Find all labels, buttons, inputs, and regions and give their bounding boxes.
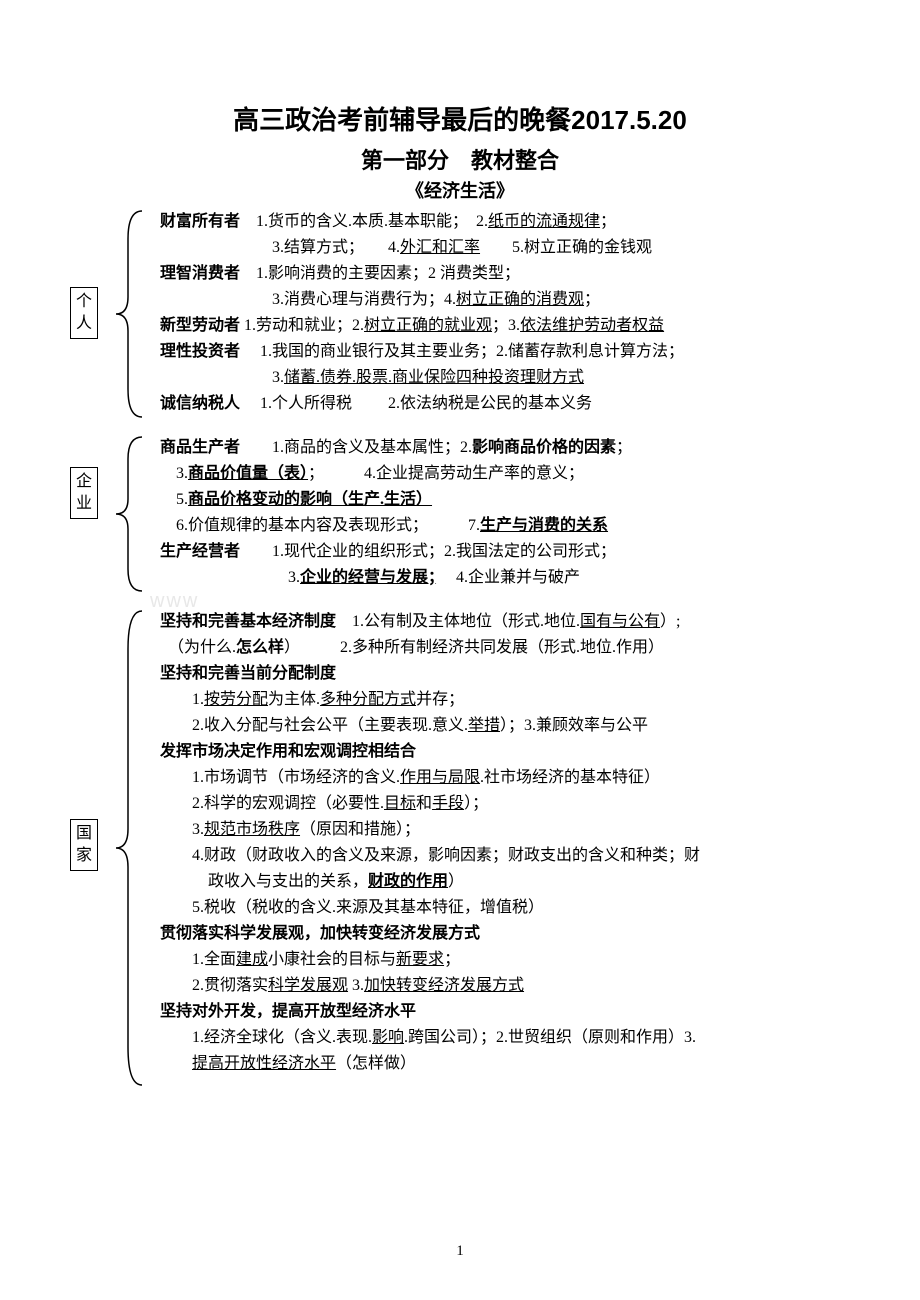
text-line: 发挥市场决定作用和宏观调控相结合 bbox=[160, 739, 850, 765]
brace-icon bbox=[112, 435, 148, 593]
text-line: 4.财政（财政收入的含义及来源，影响因素；财政支出的含义和种类；财 bbox=[160, 843, 850, 869]
brace-icon bbox=[112, 609, 148, 1087]
text-line: 坚持对外开发，提高开放型经济水平 bbox=[160, 999, 850, 1025]
text-line: 财富所有者 1.货币的含义.本质.基本职能； 2.纸币的流通规律； bbox=[160, 209, 850, 235]
text-line: 3.储蓄.债券.股票.商业保险四种投资理财方式 bbox=[160, 365, 850, 391]
text-line: 1.全面建成小康社会的目标与新要求； bbox=[160, 947, 850, 973]
doc-subtitle: 第一部分 教材整合 bbox=[70, 143, 850, 175]
text-line: 商品生产者 1.商品的含义及基本属性；2.影响商品价格的因素； bbox=[160, 435, 850, 461]
block-personal: 个 人 财富所有者 1.货币的含义.本质.基本职能； 2.纸币的流通规律； 3.… bbox=[70, 209, 850, 417]
text-line: 贯彻落实科学发展观，加快转变经济发展方式 bbox=[160, 921, 850, 947]
doc-title: 高三政治考前辅导最后的晚餐2017.5.20 bbox=[70, 100, 850, 137]
tag-enterprise: 企 业 bbox=[70, 467, 98, 519]
tag-char: 企 bbox=[71, 471, 97, 493]
text-line: 理智消费者 1.影响消费的主要因素；2 消费类型； bbox=[160, 261, 850, 287]
text-line: 坚持和完善当前分配制度 bbox=[160, 661, 850, 687]
text-line: 1.按劳分配为主体.多种分配方式并存； bbox=[160, 687, 850, 713]
text-line: 1.市场调节（市场经济的含义.作用与局限.社市场经济的基本特征） bbox=[160, 765, 850, 791]
text-line: 生产经营者 1.现代企业的组织形式；2.我国法定的公司形式； bbox=[160, 539, 850, 565]
text-line: 1.经济全球化（含义.表现.影响.跨国公司）；2.世贸组织（原则和作用）3. bbox=[160, 1025, 850, 1051]
text-line: 3.消费心理与消费行为；4.树立正确的消费观； bbox=[160, 287, 850, 313]
text-line: 提高开放性经济水平（怎样做） bbox=[160, 1051, 850, 1077]
text-line: 2.收入分配与社会公平（主要表现.意义.举措）；3.兼顾效率与公平 bbox=[160, 713, 850, 739]
text-line: 6.价值规律的基本内容及表现形式； 7.生产与消费的关系 bbox=[160, 513, 850, 539]
text-line: 3.规范市场秩序（原因和措施）； bbox=[160, 817, 850, 843]
text-line: （为什么.怎么样） 2.多种所有制经济共同发展（形式.地位.作用） bbox=[160, 635, 850, 661]
tag-char: 国 bbox=[71, 823, 97, 845]
block-enterprise: 企 业 商品生产者 1.商品的含义及基本属性；2.影响商品价格的因素； 3.商品… bbox=[70, 435, 850, 591]
text-line: 3.结算方式； 4.外汇和汇率 5.树立正确的金钱观 bbox=[160, 235, 850, 261]
section-heading: 《经济生活》 bbox=[70, 177, 850, 203]
tag-char: 人 bbox=[71, 313, 97, 335]
block-nation: 国 家 坚持和完善基本经济制度 1.公有制及主体地位（形式.地位.国有与公有）;… bbox=[70, 609, 850, 1077]
text-line: 5.商品价格变动的影响（生产.生活） bbox=[160, 487, 850, 513]
tag-char: 个 bbox=[71, 291, 97, 313]
tag-char: 业 bbox=[71, 493, 97, 515]
text-line: 5.税收（税收的含义.来源及其基本特征，增值税） bbox=[160, 895, 850, 921]
tag-nation: 国 家 bbox=[70, 819, 98, 871]
text-line: 诚信纳税人 1.个人所得税 2.依法纳税是公民的基本义务 bbox=[160, 391, 850, 417]
text-line: 新型劳动者 1.劳动和就业；2.树立正确的就业观；3.依法维护劳动者权益 bbox=[160, 313, 850, 339]
text-line: 3.企业的经营与发展； 4.企业兼并与破产 bbox=[160, 565, 850, 591]
text-line: 2.科学的宏观调控（必要性.目标和手段）； bbox=[160, 791, 850, 817]
text-line: 政收入与支出的关系，财政的作用） bbox=[160, 869, 850, 895]
page-number: 1 bbox=[0, 1243, 920, 1260]
text-line: 坚持和完善基本经济制度 1.公有制及主体地位（形式.地位.国有与公有）; bbox=[160, 609, 850, 635]
tag-personal: 个 人 bbox=[70, 287, 98, 339]
tag-char: 家 bbox=[71, 845, 97, 867]
text-line: 3.商品价值量（表）； 4.企业提高劳动生产率的意义； bbox=[160, 461, 850, 487]
brace-icon bbox=[112, 209, 148, 419]
text-line: 理性投资者 1.我国的商业银行及其主要业务；2.储蓄存款利息计算方法； bbox=[160, 339, 850, 365]
text-line: 2.贯彻落实科学发展观 3.加快转变经济发展方式 bbox=[160, 973, 850, 999]
content-area: 个 人 财富所有者 1.货币的含义.本质.基本职能； 2.纸币的流通规律； 3.… bbox=[70, 209, 850, 1077]
